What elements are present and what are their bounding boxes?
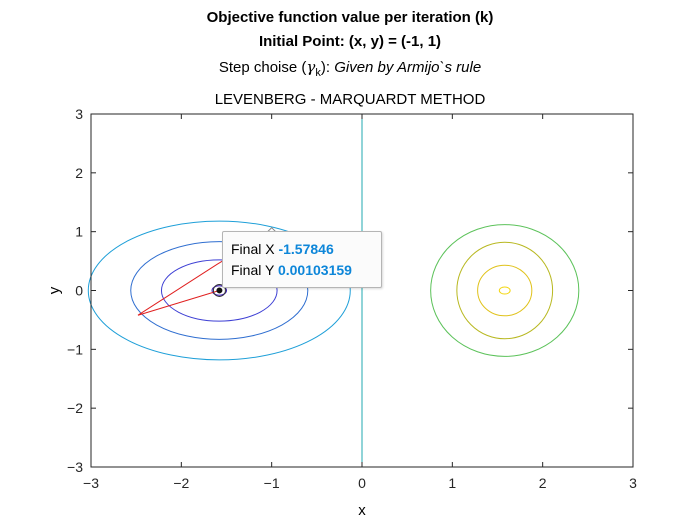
y-tick-label: 2 (75, 165, 83, 181)
x-tick-label: −3 (83, 475, 99, 491)
y-tick-label: −2 (67, 400, 83, 416)
contour-line (498, 286, 511, 295)
contour-lines (87, 220, 580, 361)
datatip-y-row: Final Y 0.00103159 (231, 262, 352, 278)
x-axis-label: x (358, 502, 366, 519)
step-rule: Given by Armijo`s rule (334, 59, 482, 76)
y-tick-label: −1 (67, 341, 83, 357)
datatip-y-label: Final Y (231, 262, 275, 278)
datatip-x-value: -1.57846 (278, 241, 334, 257)
y-tick-label: 0 (75, 283, 83, 299)
title-step-choice: Step choise (γk): Given by Armijo`s rule (0, 58, 700, 79)
x-tick-label: 0 (358, 475, 366, 491)
x-tick-label: 2 (539, 475, 547, 491)
datatip-y-value: 0.00103159 (277, 262, 352, 278)
final-point-ring (212, 283, 226, 297)
step-mid: ): (320, 59, 335, 76)
title-line-1: Objective function value per iteration (… (206, 9, 494, 26)
y-tick-label: −3 (67, 459, 83, 475)
title-line-2: Initial Point: (x, y) = (-1, 1) (258, 33, 442, 50)
contour-line (430, 224, 580, 357)
y-tick-label: 3 (75, 106, 83, 122)
step-prefix: Step choise ( (218, 59, 307, 76)
contour-line (130, 241, 309, 340)
x-tick-label: −2 (173, 475, 189, 491)
contour-line (456, 241, 554, 340)
x-tick-label: 1 (448, 475, 456, 491)
x-tick-label: 3 (629, 475, 637, 491)
contour-line (160, 259, 278, 322)
y-axis-label: y (46, 286, 63, 294)
chart-title: LEVENBERG - MARQUARDT METHOD (214, 91, 486, 108)
datatip-x-row: Final X -1.57846 (231, 241, 334, 257)
contour-line (477, 264, 533, 317)
gamma-subscript: k (315, 67, 321, 79)
datatip-x-label: Final X (231, 241, 275, 257)
y-axis-ticks: −3 −2 −1 0 1 2 3 (67, 106, 633, 475)
x-tick-label: −1 (264, 475, 280, 491)
datatip[interactable]: Final X -1.57846 Final Y 0.00103159 (222, 231, 382, 288)
y-tick-label: 1 (75, 224, 83, 240)
final-point-marker[interactable] (216, 287, 223, 294)
contour-line (87, 220, 351, 361)
gamma-symbol: γ (306, 58, 316, 76)
x-axis-ticks: −3 −2 −1 0 1 2 3 (83, 114, 637, 491)
contour-line (211, 285, 227, 296)
point-markers (212, 226, 277, 297)
